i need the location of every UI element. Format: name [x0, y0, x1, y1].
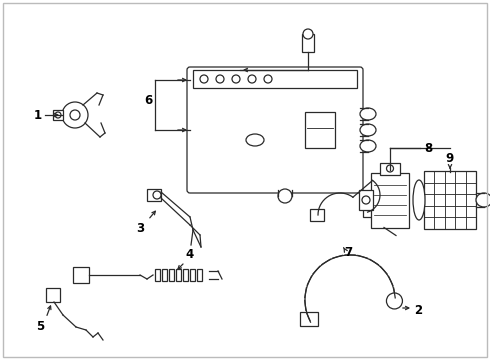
Bar: [371, 172, 409, 228]
Circle shape: [70, 110, 80, 120]
Bar: [302, 34, 314, 52]
Text: 7: 7: [344, 246, 352, 258]
Ellipse shape: [360, 124, 376, 136]
Circle shape: [278, 189, 292, 203]
Text: 8: 8: [424, 141, 432, 154]
Circle shape: [362, 196, 370, 204]
Text: 6: 6: [144, 94, 152, 107]
Text: 2: 2: [414, 303, 422, 316]
Bar: [300, 312, 318, 327]
Text: 5: 5: [36, 320, 44, 333]
Circle shape: [62, 102, 88, 128]
Circle shape: [232, 75, 240, 83]
Circle shape: [153, 191, 161, 199]
Text: 9: 9: [446, 152, 454, 165]
Bar: [193, 70, 357, 88]
Circle shape: [387, 165, 393, 172]
FancyBboxPatch shape: [187, 67, 363, 193]
Bar: [169, 269, 174, 281]
Ellipse shape: [413, 180, 425, 220]
Ellipse shape: [246, 134, 264, 146]
Circle shape: [387, 293, 402, 309]
Bar: [363, 207, 376, 217]
Circle shape: [303, 29, 313, 39]
Ellipse shape: [476, 193, 490, 207]
Text: 3: 3: [136, 221, 144, 234]
Bar: [155, 269, 160, 281]
Bar: [183, 269, 188, 281]
Circle shape: [264, 75, 272, 83]
Ellipse shape: [360, 108, 376, 120]
Circle shape: [55, 112, 61, 118]
Bar: [190, 269, 195, 281]
Bar: [73, 267, 89, 283]
Bar: [424, 171, 476, 229]
Ellipse shape: [360, 140, 376, 152]
Bar: [310, 209, 324, 221]
Bar: [380, 162, 400, 175]
Circle shape: [248, 75, 256, 83]
Bar: [162, 269, 167, 281]
Circle shape: [200, 75, 208, 83]
Bar: [53, 110, 63, 120]
Text: 4: 4: [186, 248, 194, 261]
Bar: [176, 269, 181, 281]
Bar: [197, 269, 202, 281]
Bar: [305, 112, 335, 148]
Bar: [147, 189, 161, 201]
Bar: [359, 190, 373, 210]
Bar: [46, 288, 60, 302]
Circle shape: [216, 75, 224, 83]
Text: 1: 1: [34, 108, 42, 122]
